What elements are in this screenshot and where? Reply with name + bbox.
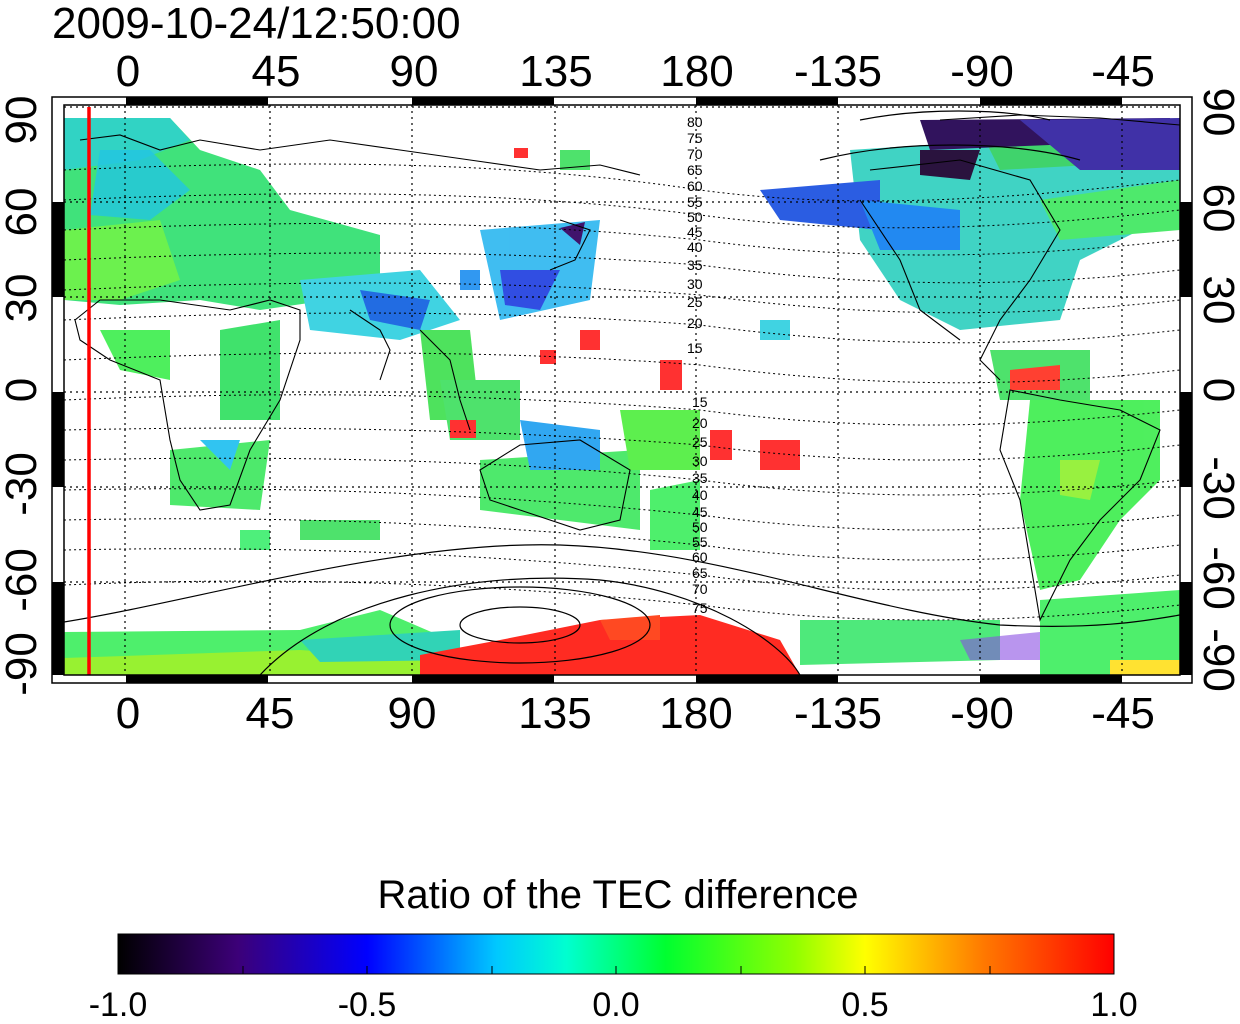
bottom-lon-label: 90 — [388, 689, 437, 738]
contour-label: 45 — [687, 224, 703, 240]
contour-label: 55 — [687, 194, 703, 210]
colorbar-ticks — [242, 966, 991, 974]
colorbar-tick-label: -1.0 — [89, 986, 148, 1024]
right-border-bar — [1180, 202, 1192, 675]
map-panel: 80 75 70 65 60 55 50 45 40 35 30 25 20 1… — [51, 96, 1193, 684]
contour-label: 50 — [687, 209, 703, 225]
bottom-lon-label: 135 — [518, 689, 591, 738]
contour-label: 45 — [692, 504, 708, 520]
right-lat-label: -60 — [1194, 546, 1240, 610]
right-lat-label: 60 — [1194, 184, 1240, 233]
map-outer-frame — [51, 96, 1193, 684]
left-lat-label: -30 — [0, 452, 46, 516]
coastlines — [74, 114, 1180, 622]
contour-label: 60 — [692, 549, 708, 565]
right-lat-label: 90 — [1194, 88, 1240, 137]
left-lat-label: 90 — [0, 96, 46, 145]
top-lon-label: 45 — [252, 47, 301, 96]
top-lon-label: 90 — [390, 47, 439, 96]
contour-label: 15 — [687, 340, 703, 356]
left-lat-label: 30 — [0, 274, 46, 323]
left-lat-label: 0 — [0, 378, 46, 402]
right-latitude-labels: 90 60 30 0 -30 -60 -90 — [1194, 88, 1240, 692]
colorbar: Ratio of the TEC difference -1.0 -0.5 0.… — [89, 873, 1138, 1024]
contour-label: 35 — [687, 257, 703, 273]
colorbar-tick-label: 1.0 — [1090, 986, 1137, 1024]
bottom-lon-label: 0 — [116, 689, 140, 738]
top-longitude-labels: 0 45 90 135 180 -135 -90 -45 — [116, 47, 1155, 96]
left-lat-label: -60 — [0, 548, 46, 612]
contour-label: 35 — [692, 470, 708, 486]
colorbar-tick-label: -0.5 — [338, 986, 397, 1024]
map-content: 80 75 70 65 60 55 50 45 40 35 30 25 20 1… — [64, 105, 1180, 675]
colorbar-title: Ratio of the TEC difference — [377, 873, 858, 917]
contour-label: 30 — [687, 276, 703, 292]
left-lat-label: -90 — [0, 632, 46, 696]
top-lon-label: -135 — [794, 47, 882, 96]
right-lat-label: 0 — [1194, 378, 1240, 402]
auroral-contours — [64, 110, 1180, 675]
contour-label: 65 — [692, 565, 708, 581]
bottom-lon-label: -135 — [794, 689, 882, 738]
top-lon-label: 135 — [519, 47, 592, 96]
left-border-bar — [52, 202, 64, 675]
bottom-longitude-labels: 0 45 90 135 180 -135 -90 -45 — [116, 689, 1155, 738]
contour-label: 70 — [692, 581, 708, 597]
top-lon-label: 0 — [116, 47, 140, 96]
contour-label: 30 — [692, 453, 708, 469]
contour-label: 80 — [687, 114, 703, 130]
top-lon-label: -45 — [1091, 47, 1155, 96]
contour-labels-south: 15 20 25 30 35 40 45 50 55 60 65 70 75 — [692, 394, 708, 616]
contour-labels-north: 80 75 70 65 60 55 50 45 40 35 30 25 20 1… — [687, 114, 703, 356]
left-lat-label: 60 — [0, 188, 46, 237]
map-title: 2009-10-24/12:50:00 — [52, 0, 461, 48]
contour-label: 40 — [687, 239, 703, 255]
colorbar-tick-label: 0.5 — [841, 986, 888, 1024]
contour-label: 20 — [692, 415, 708, 431]
contour-label: 65 — [687, 162, 703, 178]
map-frame — [63, 104, 1181, 676]
contour-label: 25 — [687, 294, 703, 310]
right-lat-label: -30 — [1194, 456, 1240, 520]
bottom-border-bar — [126, 675, 1122, 683]
top-lon-label: 180 — [660, 47, 733, 96]
contour-label: 15 — [692, 394, 708, 410]
top-border-bar — [126, 97, 1122, 105]
bottom-lon-label: 45 — [246, 689, 295, 738]
colorbar-tick-label: 0.0 — [592, 986, 639, 1024]
contour-label: 70 — [687, 146, 703, 162]
right-lat-label: -90 — [1194, 628, 1240, 692]
bottom-lon-label: 180 — [659, 689, 732, 738]
contour-label: 50 — [692, 519, 708, 535]
contour-label: 25 — [692, 434, 708, 450]
bottom-lon-label: -90 — [950, 689, 1014, 738]
contour-label: 20 — [687, 315, 703, 331]
right-lat-label: 30 — [1194, 276, 1240, 325]
contour-label: 40 — [692, 487, 708, 503]
top-lon-label: -90 — [950, 47, 1014, 96]
tec-data-patches — [64, 118, 1180, 675]
geomagnetic-contours — [64, 163, 1180, 621]
graticule — [64, 105, 1180, 675]
bottom-lon-label: -45 — [1091, 689, 1155, 738]
contour-label: 75 — [687, 130, 703, 146]
contour-label: 55 — [692, 534, 708, 550]
contour-label: 75 — [692, 600, 708, 616]
left-latitude-labels: 90 60 30 0 -30 -60 -90 — [0, 96, 46, 696]
contour-label: 60 — [687, 178, 703, 194]
